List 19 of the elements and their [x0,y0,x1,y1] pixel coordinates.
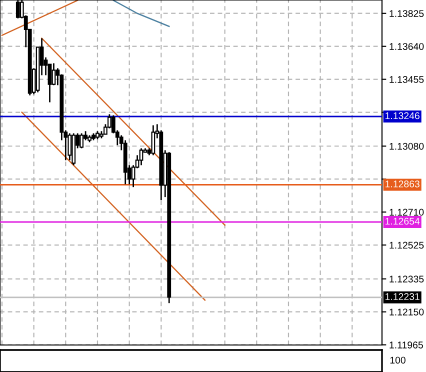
candlestick [52,62,56,86]
y-tick-label: 1.13455 [390,76,424,83]
ref-line-label: 1.12231 [386,293,420,300]
y-tick-label: 1.13080 [390,142,424,150]
ref-line-label: 1.12863 [386,180,420,188]
text: 100 [390,356,406,364]
y-tick-label: 1.12710 [390,208,424,216]
y-tick-label: 1.11965 [390,342,423,348]
candlestick [80,132,84,149]
y-tick-label: 1.13825 [390,10,424,17]
y-tick-label: 1.13640 [390,43,424,50]
candlestick [139,148,144,166]
candlestick [151,124,156,156]
ref-line-label: 1.12654 [386,218,420,225]
y-tick-label: 1.12335 [390,276,424,283]
ref-line-label: 1.13246 [386,112,420,120]
y-tick-label: 1.12525 [390,242,424,249]
y-tick-label: 1.12150 [390,308,424,316]
candlestick [68,132,72,161]
